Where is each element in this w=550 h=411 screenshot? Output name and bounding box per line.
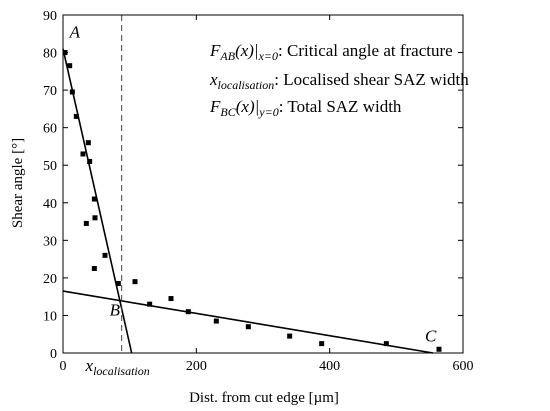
legend-1-desc: : Critical angle at fracture — [278, 41, 453, 60]
data-point — [87, 158, 93, 164]
legend-3-cond: y=0 — [258, 105, 278, 119]
point-label-c: C — [425, 327, 437, 346]
y-axis-title: Shear angle [°] — [10, 138, 26, 228]
legend-1-main: F — [209, 41, 221, 60]
x-localisation-sub: localisation — [93, 364, 150, 378]
x-axis-title: Dist. from cut edge [µm] — [189, 390, 339, 406]
data-point — [147, 301, 153, 307]
data-point — [73, 113, 79, 119]
x-localisation-main: x — [85, 356, 94, 375]
data-point — [83, 220, 89, 226]
x-tick-label: 400 — [319, 359, 340, 374]
data-point — [115, 281, 121, 287]
y-tick-label: 10 — [43, 309, 57, 324]
data-point — [62, 50, 68, 56]
legend-1-fn: (x)| — [235, 41, 259, 60]
y-tick-label: 90 — [43, 9, 57, 24]
data-point — [67, 63, 73, 69]
data-point — [132, 279, 138, 285]
y-tick-label: 70 — [43, 84, 57, 99]
data-point — [85, 140, 91, 146]
point-label-b: B — [110, 300, 121, 319]
y-tick-label: 0 — [50, 347, 57, 362]
legend-1-sub: AB — [219, 49, 235, 63]
legend-2-main: x — [209, 70, 218, 89]
y-tick-label: 30 — [43, 234, 57, 249]
legend-line-1: FAB(x)|x=0: Critical angle at fracture — [209, 41, 453, 63]
point-labels-layer: ABC — [69, 23, 437, 346]
legend-line-3: FBC(x)|y=0: Total SAZ width — [209, 97, 402, 119]
data-point — [91, 196, 97, 202]
fit-lines-layer — [62, 15, 434, 354]
data-point — [319, 341, 325, 347]
data-points-layer — [62, 50, 442, 352]
data-point — [383, 341, 389, 347]
data-point — [213, 318, 219, 324]
data-point — [102, 252, 108, 258]
legend-2-desc: : Localised shear SAZ width — [274, 70, 469, 89]
point-label-a: A — [69, 23, 81, 42]
x-tick-label: 200 — [186, 359, 207, 374]
y-tick-label: 80 — [43, 47, 57, 62]
x-localisation-annotation: xlocalisation — [85, 356, 150, 378]
legend-line-2: xlocalisation: Localised shear SAZ width — [209, 70, 469, 92]
data-point — [287, 333, 293, 339]
data-point — [436, 346, 442, 352]
data-point — [168, 296, 174, 302]
plot-frame — [62, 14, 464, 354]
legend-3-main: F — [209, 97, 221, 116]
data-point — [91, 266, 97, 271]
legend-1-cond: x=0 — [258, 49, 278, 63]
data-point — [92, 215, 98, 221]
legend-3-desc: : Total SAZ width — [279, 97, 402, 116]
legend-3-fn: (x)| — [236, 97, 260, 116]
y-tick-label: 20 — [43, 272, 57, 287]
legend-2-sub: localisation — [218, 78, 275, 92]
fit-line-ab — [62, 48, 133, 354]
x-tick-label: 0 — [60, 359, 67, 374]
y-tick-label: 60 — [43, 122, 57, 137]
x-tick-label: 600 — [453, 359, 474, 374]
y-tick-label: 50 — [43, 159, 57, 174]
data-point — [69, 89, 75, 95]
y-tick-label: 40 — [43, 197, 57, 212]
ticks-layer: 0 200 400 600 0 10 20 30 40 50 60 70 80 90 — [43, 9, 474, 374]
data-point — [245, 324, 251, 330]
fit-line-bc — [62, 290, 434, 354]
legend-3-sub: BC — [220, 105, 236, 119]
data-point — [185, 309, 191, 315]
data-point — [80, 151, 86, 157]
legend: FAB(x)|x=0: Critical angle at fracture x… — [209, 41, 469, 119]
